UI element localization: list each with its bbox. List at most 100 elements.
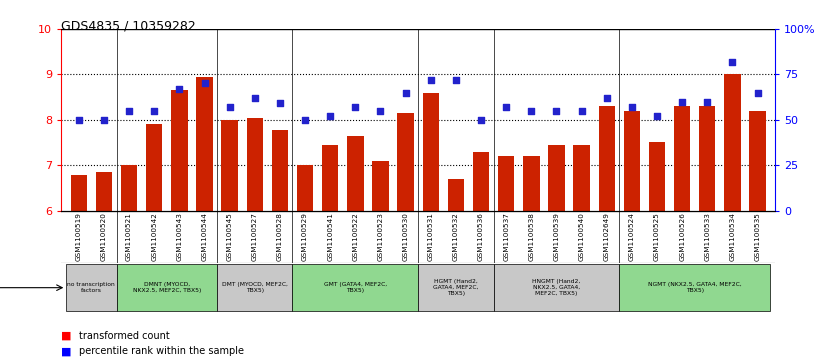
Bar xyxy=(623,111,640,211)
Bar xyxy=(418,264,494,311)
Text: GSM1100544: GSM1100544 xyxy=(202,212,207,261)
Point xyxy=(525,108,538,114)
Point xyxy=(399,90,412,95)
Text: HGMT (Hand2,
GATA4, MEF2C,
TBX5): HGMT (Hand2, GATA4, MEF2C, TBX5) xyxy=(433,280,479,296)
Bar xyxy=(423,93,439,211)
Point xyxy=(650,113,663,119)
Text: no transcription
factors: no transcription factors xyxy=(68,282,115,293)
Text: DMT (MYOCD, MEF2C,
TBX5): DMT (MYOCD, MEF2C, TBX5) xyxy=(222,282,288,293)
Point xyxy=(198,81,211,86)
Point xyxy=(148,108,161,114)
Bar xyxy=(66,264,117,311)
Point xyxy=(122,108,135,114)
Bar xyxy=(397,113,414,211)
Point xyxy=(726,59,739,65)
Point xyxy=(625,104,638,110)
Text: ■: ■ xyxy=(61,346,72,356)
Point xyxy=(97,117,110,123)
Text: NGMT (NKX2.5, GATA4, MEF2C,
TBX5): NGMT (NKX2.5, GATA4, MEF2C, TBX5) xyxy=(648,282,742,293)
Text: GSM1100526: GSM1100526 xyxy=(679,212,685,261)
Point xyxy=(550,108,563,114)
Text: GSM1100538: GSM1100538 xyxy=(528,212,534,261)
Point xyxy=(223,104,236,110)
Bar xyxy=(197,77,213,211)
Text: GSM1100542: GSM1100542 xyxy=(151,212,157,261)
Bar xyxy=(494,264,619,311)
Bar xyxy=(574,145,590,211)
Bar xyxy=(548,145,565,211)
Text: ■: ■ xyxy=(61,331,72,341)
Point xyxy=(575,108,588,114)
Text: percentile rank within the sample: percentile rank within the sample xyxy=(79,346,244,356)
Point xyxy=(248,95,261,101)
Text: transformed count: transformed count xyxy=(79,331,170,341)
Text: GSM1100543: GSM1100543 xyxy=(176,212,182,261)
Bar xyxy=(372,160,388,211)
Point xyxy=(374,108,387,114)
Text: GSM1100545: GSM1100545 xyxy=(227,212,233,261)
Bar xyxy=(117,264,217,311)
Text: GSM1100522: GSM1100522 xyxy=(353,212,358,261)
Bar xyxy=(292,264,418,311)
Text: GMT (GATA4, MEF2C,
TBX5): GMT (GATA4, MEF2C, TBX5) xyxy=(324,282,387,293)
Point xyxy=(701,99,714,105)
Bar xyxy=(619,264,770,311)
Bar xyxy=(599,106,615,211)
Point xyxy=(299,117,312,123)
Point xyxy=(676,99,689,105)
Text: GSM1100539: GSM1100539 xyxy=(553,212,560,261)
Text: GSM1100536: GSM1100536 xyxy=(478,212,484,261)
Text: GSM1100532: GSM1100532 xyxy=(453,212,459,261)
Point xyxy=(324,113,337,119)
Point xyxy=(348,104,361,110)
Text: GSM1100534: GSM1100534 xyxy=(730,212,735,261)
Point xyxy=(173,86,186,92)
Text: GSM1100537: GSM1100537 xyxy=(503,212,509,261)
Bar xyxy=(725,74,741,211)
Text: GSM1100520: GSM1100520 xyxy=(101,212,107,261)
Bar xyxy=(221,120,237,211)
Text: GSM1100524: GSM1100524 xyxy=(629,212,635,261)
Text: GSM1100541: GSM1100541 xyxy=(327,212,333,261)
Bar xyxy=(95,172,112,211)
Bar xyxy=(171,90,188,211)
Text: GSM1100519: GSM1100519 xyxy=(76,212,82,261)
Point xyxy=(499,104,512,110)
Bar xyxy=(217,264,292,311)
Bar xyxy=(523,156,539,211)
Text: GSM1100529: GSM1100529 xyxy=(302,212,308,261)
Bar xyxy=(272,130,288,211)
Bar xyxy=(699,106,716,211)
Bar xyxy=(121,165,137,211)
Point xyxy=(450,77,463,83)
Text: DMNT (MYOCD,
NKX2.5, MEF2C, TBX5): DMNT (MYOCD, NKX2.5, MEF2C, TBX5) xyxy=(133,282,201,293)
Bar xyxy=(146,124,162,211)
Text: GSM1100528: GSM1100528 xyxy=(277,212,283,261)
Bar xyxy=(347,136,363,211)
Bar xyxy=(322,145,339,211)
Bar xyxy=(473,152,490,211)
Text: GSM1100530: GSM1100530 xyxy=(402,212,409,261)
Bar xyxy=(649,143,665,211)
Bar xyxy=(674,106,690,211)
Text: GSM1100535: GSM1100535 xyxy=(755,212,761,261)
Bar xyxy=(297,165,313,211)
Point xyxy=(751,90,764,95)
Point xyxy=(475,117,488,123)
Text: GSM1100540: GSM1100540 xyxy=(579,212,584,261)
Point xyxy=(424,77,437,83)
Text: GSM1100525: GSM1100525 xyxy=(654,212,660,261)
Text: GSM1100533: GSM1100533 xyxy=(704,212,710,261)
Text: GSM1100521: GSM1100521 xyxy=(126,212,132,261)
Point xyxy=(601,95,614,101)
Text: GDS4835 / 10359282: GDS4835 / 10359282 xyxy=(61,20,196,33)
Bar xyxy=(448,179,464,211)
Point xyxy=(273,101,286,106)
Bar xyxy=(498,156,514,211)
Bar xyxy=(246,118,263,211)
Point xyxy=(73,117,86,123)
Text: HNGMT (Hand2,
NKX2.5, GATA4,
MEF2C, TBX5): HNGMT (Hand2, NKX2.5, GATA4, MEF2C, TBX5… xyxy=(532,280,581,296)
Text: GSM1100523: GSM1100523 xyxy=(378,212,384,261)
Bar xyxy=(749,111,765,211)
Text: GSM1100527: GSM1100527 xyxy=(252,212,258,261)
